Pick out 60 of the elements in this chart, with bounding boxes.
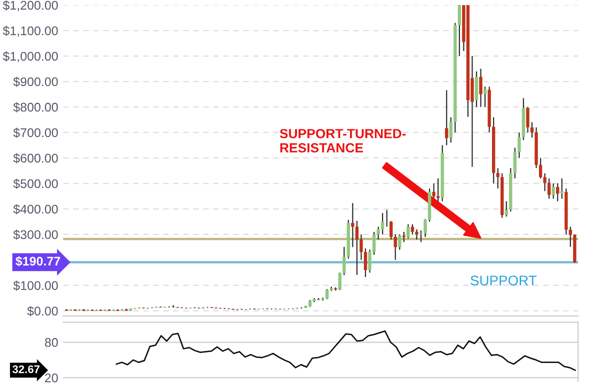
candlestick (479, 68, 482, 108)
candlestick (355, 220, 359, 276)
text: 32.67 (12, 365, 40, 374)
candlestick (385, 209, 388, 228)
candlestick (342, 246, 346, 276)
candlestick (552, 182, 555, 200)
y-tick-label: 80 (44, 338, 58, 347)
candlestick (360, 234, 363, 260)
candlestick (390, 220, 393, 240)
y-tick-label: $900.00 (13, 76, 58, 87)
candlestick (364, 248, 368, 278)
y-tick-label: $600.00 (13, 153, 58, 164)
candlestick (449, 116, 452, 144)
candlestick (474, 70, 478, 108)
y-tick-label: $1,200.00 (2, 0, 58, 12)
candlestick (483, 86, 487, 108)
candlestick (560, 178, 564, 200)
candlestick (513, 147, 517, 179)
candlestick (543, 172, 546, 192)
candlestick (325, 288, 329, 300)
candlestick (368, 249, 372, 274)
candlestick (419, 230, 423, 243)
y-tick-label: 20 (45, 373, 58, 382)
candlestick (410, 224, 414, 235)
candlestick (406, 224, 410, 239)
candlestick (526, 106, 530, 134)
annotation: SUPPORT-TURNED- RESISTANCE (280, 128, 406, 153)
y-tick-label: $0.00 (27, 306, 58, 316)
candlestick (338, 272, 342, 290)
ref-line-label: $190.77 (16, 256, 60, 266)
candlestick (415, 228, 418, 240)
candlestick (504, 200, 508, 218)
candlestick (424, 218, 427, 238)
candlestick (568, 226, 572, 248)
candlestick (394, 234, 397, 260)
line-series (116, 330, 576, 371)
candlestick (538, 157, 542, 179)
y-tick-label: $1,000.00 (2, 51, 58, 62)
candlestick (530, 122, 534, 138)
annotation: SUPPORT (470, 276, 537, 286)
candlestick (547, 178, 551, 200)
candlestick (380, 212, 384, 235)
y-tick-label: $800.00 (13, 102, 58, 112)
candlestick (402, 231, 406, 243)
candlestick (376, 226, 380, 240)
y-tick-label: $300.00 (13, 230, 58, 240)
y-tick-label: $1,100.00 (2, 26, 58, 37)
candlestick (432, 182, 436, 200)
y-tick-label: $400.00 (13, 204, 58, 214)
candlestick (372, 231, 376, 256)
candlestick (458, 5, 462, 57)
y-tick-label: $500.00 (13, 178, 58, 189)
candlestick (556, 182, 560, 202)
candlestick (496, 168, 500, 190)
candlestick (445, 90, 448, 146)
y-tick-label: $100.00 (13, 280, 58, 291)
y-tick-label: $700.00 (13, 128, 58, 138)
candlestick (518, 132, 521, 159)
candlestick (398, 234, 402, 250)
candlestick (351, 202, 354, 248)
